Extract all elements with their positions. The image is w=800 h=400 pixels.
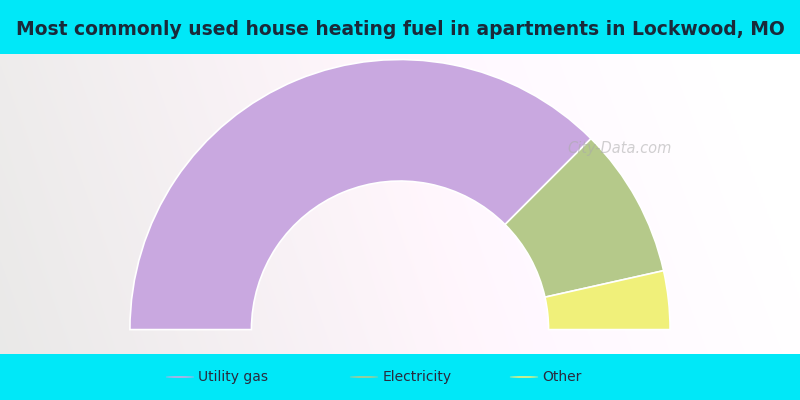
Text: Electricity: Electricity xyxy=(382,370,451,384)
Wedge shape xyxy=(545,271,670,330)
Circle shape xyxy=(166,376,194,378)
Text: Utility gas: Utility gas xyxy=(198,370,269,384)
Wedge shape xyxy=(505,139,663,297)
Wedge shape xyxy=(130,60,591,330)
Circle shape xyxy=(510,376,538,378)
Text: City-Data.com: City-Data.com xyxy=(568,140,672,156)
Circle shape xyxy=(350,376,378,378)
Text: Most commonly used house heating fuel in apartments in Lockwood, MO: Most commonly used house heating fuel in… xyxy=(15,20,785,39)
Text: Other: Other xyxy=(542,370,582,384)
